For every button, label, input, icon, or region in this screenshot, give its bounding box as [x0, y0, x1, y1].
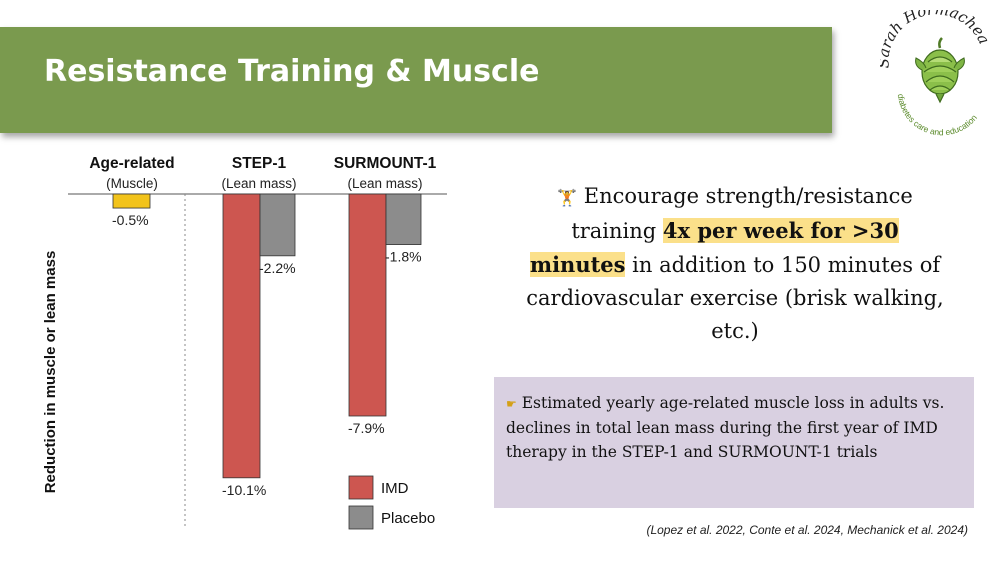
- logo-tagline-text: diabetes care and education: [896, 93, 979, 137]
- pointing-hand-icon: ☛: [506, 397, 517, 411]
- group-subtitle: (Lean mass): [221, 176, 296, 191]
- legend-swatch-imd: [348, 475, 374, 500]
- group-title: SURMOUNT-1: [334, 155, 437, 172]
- placebo-bar: [259, 193, 296, 257]
- encourage-text: 🏋 Encourage strength/resistance training…: [520, 180, 950, 348]
- legend-label-placebo: Placebo: [381, 510, 435, 527]
- note-box: ☛ Estimated yearly age-related muscle lo…: [494, 377, 974, 508]
- logo: Sarah Hormachea diabetes care and educat…: [874, 0, 993, 142]
- muscle-loss-chart: Reduction in muscle or lean mass Age-rela…: [0, 140, 480, 540]
- bar-value-label: -7.9%: [348, 420, 385, 436]
- bar-value-label: -0.5%: [112, 212, 149, 228]
- imd-bar: [348, 193, 387, 417]
- y-axis-label: Reduction in muscle or lean mass: [42, 251, 59, 494]
- weightlifter-emoji-icon: 🏋: [557, 188, 578, 207]
- note-text: Estimated yearly age-related muscle loss…: [506, 394, 945, 461]
- legend-swatch-placebo: [348, 505, 374, 530]
- placebo-bar: [385, 193, 422, 245]
- group-subtitle: (Lean mass): [347, 176, 422, 191]
- encourage-part2: in addition to 150 minutes of cardiovasc…: [526, 253, 944, 343]
- artichoke-icon: [915, 37, 965, 104]
- age-related-bar: [112, 193, 151, 209]
- group-title: Age-related: [89, 155, 174, 172]
- bar-value-label: -10.1%: [222, 482, 266, 498]
- group-title: STEP-1: [232, 155, 287, 172]
- citation: (Lopez et al. 2022, Conte et al. 2024, M…: [646, 523, 968, 537]
- artichoke-logo: Sarah Hormachea diabetes care and educat…: [874, 0, 993, 137]
- slide-title: Resistance Training & Muscle: [44, 54, 540, 89]
- chart-svg: Reduction in muscle or lean mass Age-rela…: [42, 155, 447, 530]
- imd-bar: [222, 193, 261, 479]
- group-subtitle: (Muscle): [106, 176, 158, 191]
- bar-value-label: -1.8%: [385, 249, 422, 265]
- bar-value-label: -2.2%: [259, 260, 296, 276]
- title-banner: [0, 27, 832, 133]
- legend-label-imd: IMD: [381, 480, 409, 497]
- encourage-part1: Encourage strength/resistance training: [571, 184, 913, 243]
